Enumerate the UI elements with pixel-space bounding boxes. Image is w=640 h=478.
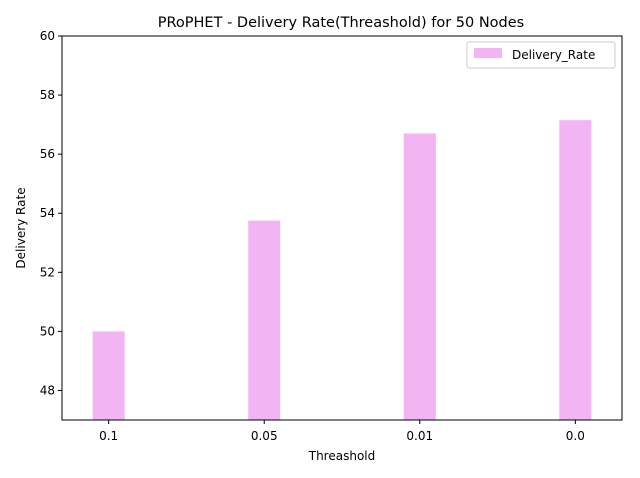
- y-tick-label: 58: [40, 88, 55, 102]
- y-tick-label: 52: [40, 265, 55, 279]
- x-axis-label: Threashold: [308, 449, 376, 463]
- bar-0.0: [559, 120, 592, 420]
- y-axis: 48 50 52 54 56 58 60: [40, 29, 62, 397]
- y-tick-label: 54: [40, 206, 55, 220]
- legend: Delivery_Rate: [466, 41, 616, 69]
- legend-box: [466, 41, 616, 69]
- axes-frame: [61, 35, 623, 421]
- x-tick-label: 0.01: [406, 429, 433, 443]
- chart-title: PRoPHET - Delivery Rate(Threashold) for …: [158, 15, 524, 31]
- legend-swatch: [474, 48, 502, 58]
- bar-0.01: [403, 133, 436, 420]
- y-tick-label: 60: [40, 29, 55, 43]
- y-tick-label: 50: [40, 324, 55, 338]
- x-tick-label: 0.0: [566, 429, 585, 443]
- legend-label: Delivery_Rate: [512, 48, 595, 62]
- y-tick-label: 48: [40, 383, 55, 397]
- bar-0.05: [248, 220, 281, 420]
- y-axis-label: Delivery Rate: [14, 187, 28, 268]
- x-tick-label: 0.05: [251, 429, 278, 443]
- x-axis: 0.1 0.05 0.01 0.0: [99, 420, 585, 443]
- x-tick-label: 0.1: [99, 429, 118, 443]
- plot-area: [92, 120, 592, 420]
- bar-0.1: [92, 331, 125, 420]
- y-tick-label: 56: [40, 147, 55, 161]
